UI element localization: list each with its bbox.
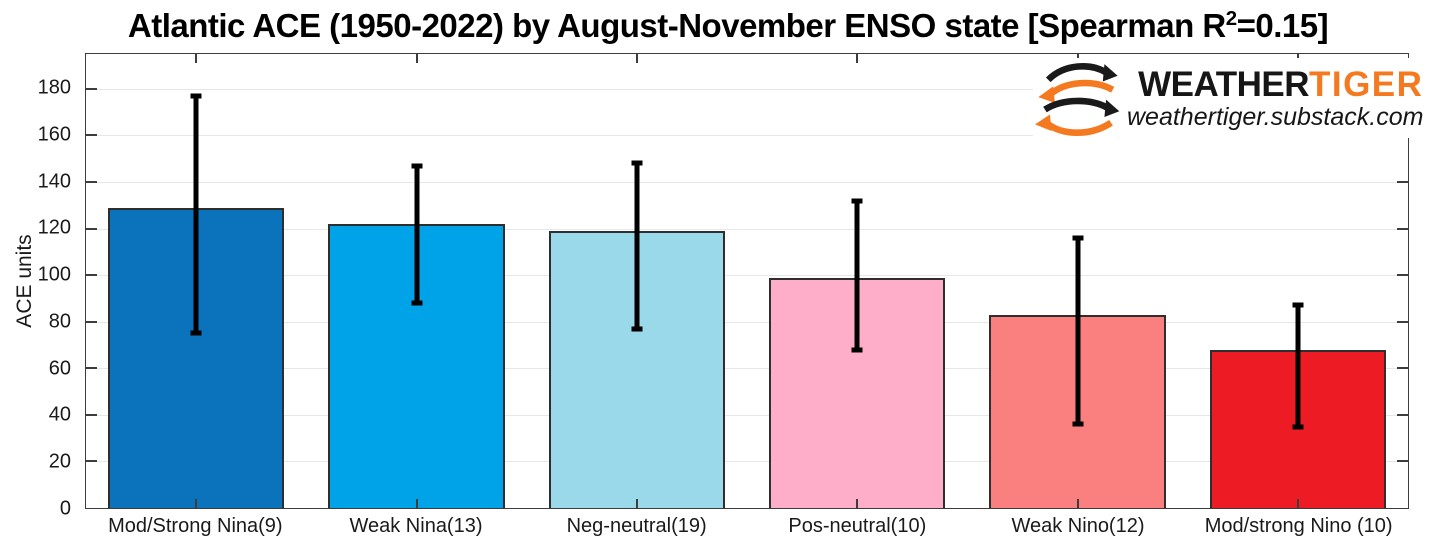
x-tick-top-2 bbox=[635, 54, 638, 63]
error-cap-bottom-4 bbox=[1072, 421, 1083, 427]
error-cap-bottom-0 bbox=[190, 330, 202, 336]
logo-brand-tiger: TIGER bbox=[1308, 64, 1424, 104]
x-tick-bottom-0 bbox=[195, 499, 198, 508]
y-tick-label-40: 40 bbox=[48, 403, 71, 426]
x-tick-bottom-5 bbox=[1296, 499, 1299, 508]
x-category-labels: Mod/Strong Nina(9) Weak Nina(13) Neg-neutr… bbox=[85, 515, 1409, 543]
gridline-140 bbox=[86, 182, 1408, 184]
y-tick-left-20 bbox=[86, 460, 97, 463]
chart-title-suffix: =0.15] bbox=[1236, 7, 1329, 44]
gridline-40 bbox=[86, 414, 1408, 416]
error-bar-0 bbox=[193, 95, 199, 334]
y-tick-left-160 bbox=[86, 134, 97, 137]
y-tick-label-120: 120 bbox=[37, 216, 71, 239]
x-category-label-1: Weak Nina(13) bbox=[349, 515, 483, 537]
error-cap-top-0 bbox=[190, 93, 202, 99]
error-bar-5 bbox=[1295, 305, 1301, 427]
y-tick-label-60: 60 bbox=[48, 357, 71, 380]
error-cap-top-2 bbox=[631, 160, 643, 166]
y-tick-label-20: 20 bbox=[48, 450, 71, 473]
error-cap-bottom-1 bbox=[411, 300, 422, 306]
logo-subtitle: weathertiger.substack.com bbox=[1127, 102, 1424, 131]
y-tick-left-100 bbox=[86, 274, 97, 277]
chart-title-superscript: 2 bbox=[1225, 7, 1237, 30]
y-tick-label-140: 140 bbox=[37, 170, 71, 193]
error-cap-top-5 bbox=[1292, 302, 1304, 308]
chart-title-text: Atlantic ACE (1950-2022) by August-Novem… bbox=[127, 7, 1226, 44]
y-tick-right-120 bbox=[1397, 227, 1408, 230]
error-cap-top-3 bbox=[851, 198, 863, 204]
y-tick-label-80: 80 bbox=[48, 310, 71, 333]
error-cap-bottom-5 bbox=[1292, 424, 1304, 429]
x-tick-bottom-2 bbox=[635, 499, 638, 508]
y-tick-right-100 bbox=[1397, 274, 1408, 277]
x-category-label-3: Pos-neutral(10) bbox=[788, 515, 927, 537]
y-tick-left-120 bbox=[86, 227, 97, 230]
gridline-180 bbox=[86, 88, 1408, 90]
y-tick-right-60 bbox=[1397, 367, 1408, 370]
x-category-label-0: Mod/Strong Nina(9) bbox=[108, 515, 283, 537]
x-tick-bottom-4 bbox=[1076, 499, 1079, 508]
y-tick-label-180: 180 bbox=[37, 76, 71, 99]
gridline-80 bbox=[86, 321, 1408, 323]
y-tick-left-180 bbox=[86, 87, 97, 90]
error-cap-bottom-3 bbox=[851, 347, 863, 353]
error-cap-bottom-2 bbox=[631, 326, 643, 332]
x-tick-bottom-1 bbox=[415, 499, 418, 508]
gridline-20 bbox=[86, 461, 1408, 463]
weathertiger-swirl-icon bbox=[1035, 63, 1120, 136]
logo-brand-weather: WEATHER bbox=[1138, 64, 1309, 104]
x-tick-top-0 bbox=[195, 54, 198, 63]
error-bar-2 bbox=[634, 163, 640, 329]
x-tick-top-3 bbox=[856, 54, 859, 63]
chart-title: Atlantic ACE (1950-2022) by August-Novem… bbox=[0, 7, 1456, 45]
y-tick-labels: 0 20 40 60 80 100 120 140 160 180 bbox=[0, 53, 77, 520]
y-tick-left-140 bbox=[86, 181, 97, 184]
error-bar-1 bbox=[414, 165, 419, 304]
y-tick-left-80 bbox=[86, 320, 97, 323]
x-tick-top-1 bbox=[415, 54, 418, 63]
gridline-160 bbox=[86, 135, 1408, 137]
y-tick-right-20 bbox=[1397, 460, 1408, 463]
y-tick-right-40 bbox=[1397, 413, 1408, 416]
error-cap-top-1 bbox=[411, 163, 422, 169]
x-category-label-5: Mod/strong Nino (10) bbox=[1204, 515, 1393, 537]
y-tick-label-0: 0 bbox=[59, 497, 71, 520]
logo-text-block: WEATHERTIGER weathertiger.substack.com bbox=[1123, 67, 1423, 130]
error-bar-3 bbox=[854, 200, 860, 350]
x-category-label-2: Neg-neutral(19) bbox=[566, 515, 707, 537]
y-tick-left-40 bbox=[86, 413, 97, 416]
y-tick-label-100: 100 bbox=[37, 263, 71, 286]
gridline-100 bbox=[86, 275, 1408, 277]
logo-brand: WEATHERTIGER bbox=[1127, 67, 1423, 102]
y-tick-label-160: 160 bbox=[37, 123, 71, 146]
y-tick-right-80 bbox=[1397, 320, 1408, 323]
x-tick-bottom-3 bbox=[856, 499, 859, 508]
gridline-60 bbox=[86, 368, 1408, 370]
error-cap-top-4 bbox=[1072, 235, 1083, 241]
x-category-label-4: Weak Nino(12) bbox=[1011, 515, 1145, 537]
gridline-120 bbox=[86, 228, 1408, 230]
weathertiger-logo: WEATHERTIGER weathertiger.substack.com bbox=[1033, 58, 1423, 138]
y-tick-left-60 bbox=[86, 367, 97, 370]
error-bar-4 bbox=[1075, 237, 1080, 425]
y-tick-right-140 bbox=[1397, 181, 1408, 184]
